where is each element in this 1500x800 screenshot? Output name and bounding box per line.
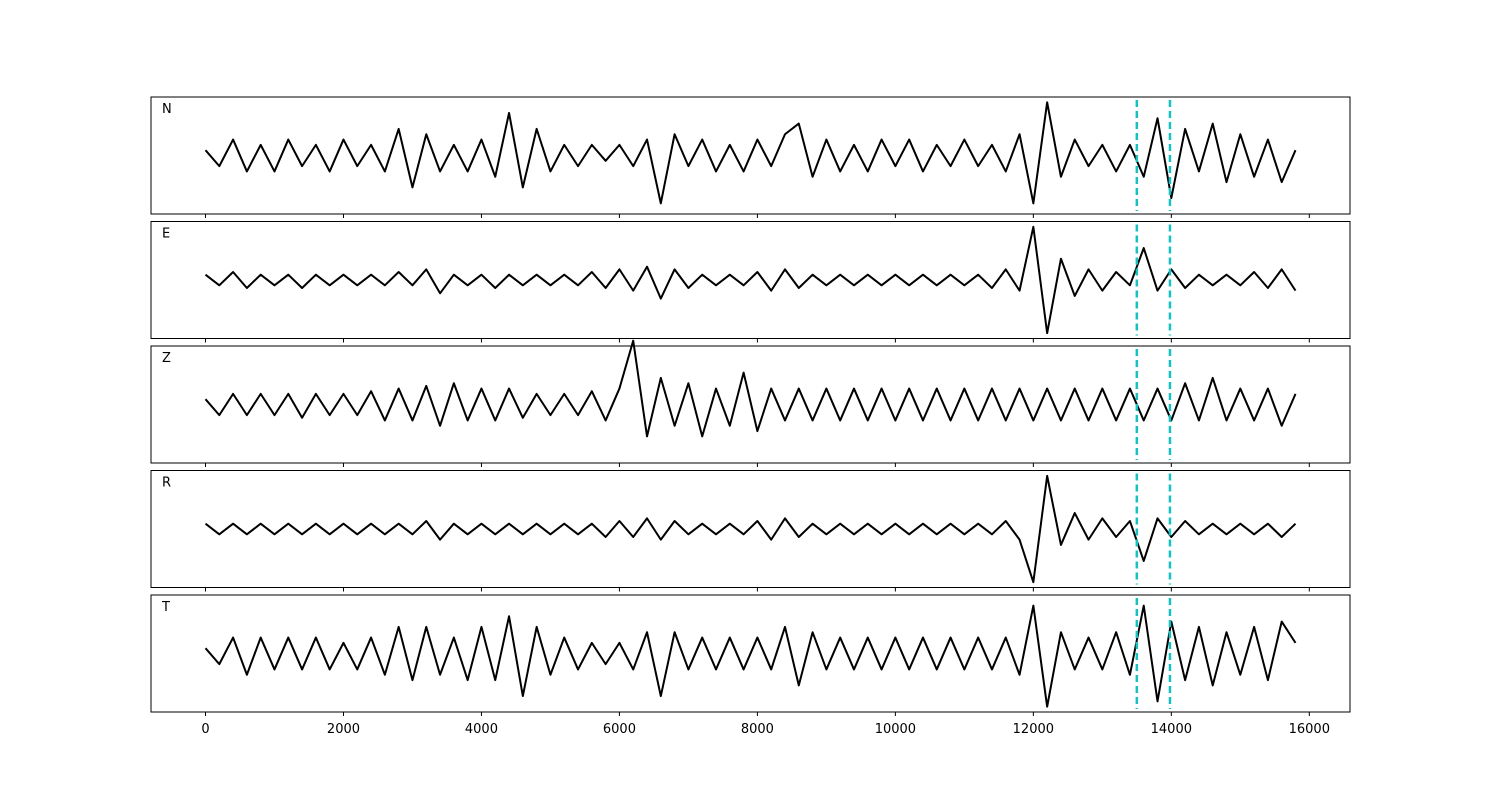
panel-label: N bbox=[162, 102, 172, 117]
x-tick-label: 6000 bbox=[603, 722, 636, 737]
panel-label: Z bbox=[162, 351, 171, 366]
trace bbox=[204, 225, 1297, 335]
trace bbox=[204, 474, 1297, 584]
panel-label: R bbox=[162, 476, 171, 491]
x-tick-label: 10000 bbox=[875, 722, 916, 737]
trace bbox=[204, 101, 1297, 205]
panel-label: T bbox=[161, 600, 170, 615]
x-tick-label: 12000 bbox=[1013, 722, 1054, 737]
x-tick-label: 0 bbox=[201, 722, 209, 737]
x-tick-label: 2000 bbox=[327, 722, 360, 737]
trace bbox=[204, 604, 1297, 708]
x-tick-label: 14000 bbox=[1151, 722, 1192, 737]
x-tick-label: 16000 bbox=[1289, 722, 1330, 737]
trace bbox=[204, 339, 1297, 438]
x-tick-label: 4000 bbox=[465, 722, 498, 737]
panel-label: E bbox=[162, 227, 170, 242]
x-tick-label: 8000 bbox=[741, 722, 774, 737]
